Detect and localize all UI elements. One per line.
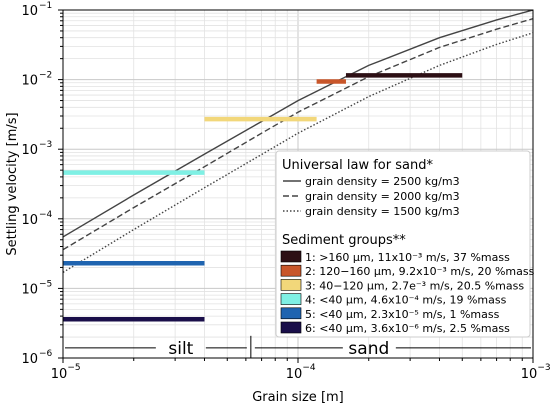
legend-group-label-1: 1: >160 μm, 11x10⁻³ m/s, 37 %mass [305,251,510,264]
series-layer [63,10,533,273]
legend-line-entries: grain density = 2500 kg/m3 grain density … [283,175,460,218]
legend-group-swatch-4 [280,293,302,305]
y-tick-exponent: −4 [39,210,53,220]
y-axis-label: Settling velocity [m/s] [5,112,20,255]
y-tick-label: 10 [21,74,38,89]
y-tick-label: 10 [21,282,38,297]
legend-title-universal-law: Universal law for sand* [282,158,433,173]
y-tick-label: 10 [21,352,38,367]
x-tick-label: 10 [521,367,538,382]
series-line-3 [63,32,533,273]
legend-line-label-1: grain density = 2500 kg/m3 [305,175,460,188]
legend-group-swatch-3 [280,279,302,291]
x-tick-exponent: −3 [537,363,550,373]
x-tick-exponent: −4 [302,363,316,373]
legend-group-label-4: 4: <40 μm, 4.6x10⁻⁴ m/s, 19 %mass [305,294,507,307]
legend: Universal law for sand* Sediment groups*… [275,150,535,338]
x-tick-exponent: −5 [67,363,80,373]
legend-line-label-2: grain density = 2000 kg/m3 [305,190,460,203]
y-tick-exponent: −5 [39,279,52,289]
legend-group-label-6: 6: <40 μm, 3.6x10⁻⁶ m/s, 2.5 %mass [305,322,510,335]
silt-label: silt [168,339,193,359]
x-tick-label: 10 [286,367,303,382]
x-axis-label: Grain size [m] [252,390,344,405]
sediment-segments [63,73,463,322]
y-tick-exponent: −2 [39,71,52,81]
x-tick-label: 10 [51,367,68,382]
legend-group-swatch-1 [280,250,302,263]
y-tick-label: 10 [21,4,38,19]
silt-sand-annotation: silt sand [65,335,531,359]
legend-line-label-3: grain density = 1500 kg/m3 [305,205,460,218]
y-tick-label: 10 [21,213,38,228]
y-tick-label: 10 [21,143,38,158]
y-tick-exponent: −6 [39,349,53,359]
legend-box [275,150,531,338]
legend-group-swatch-6 [280,321,302,334]
series-line-2 [63,18,533,251]
legend-group-swatch-2 [280,264,302,277]
series-line-1 [63,10,533,238]
legend-group-swatch-5 [280,307,302,320]
axis-ticks: 10 −5 10 −4 10 −310 −610 −510 −410 −310 −210 −1 [21,1,550,382]
sand-label: sand [348,339,389,359]
legend-group-label-5: 5: <40 μm, 2.3x10⁻⁵ m/s, 1 %mass [305,308,500,321]
y-tick-exponent: −1 [39,1,52,11]
legend-group-label-2: 2: 120−160 μm, 9.2x10⁻³ m/s, 20 %mass [305,265,535,278]
y-tick-exponent: −3 [39,140,52,150]
legend-group-label-3: 3: 40−120 μm, 2.7e⁻³ m/s, 20.5 %mass [305,279,524,292]
legend-title-sediment-groups: Sediment groups** [282,233,406,248]
